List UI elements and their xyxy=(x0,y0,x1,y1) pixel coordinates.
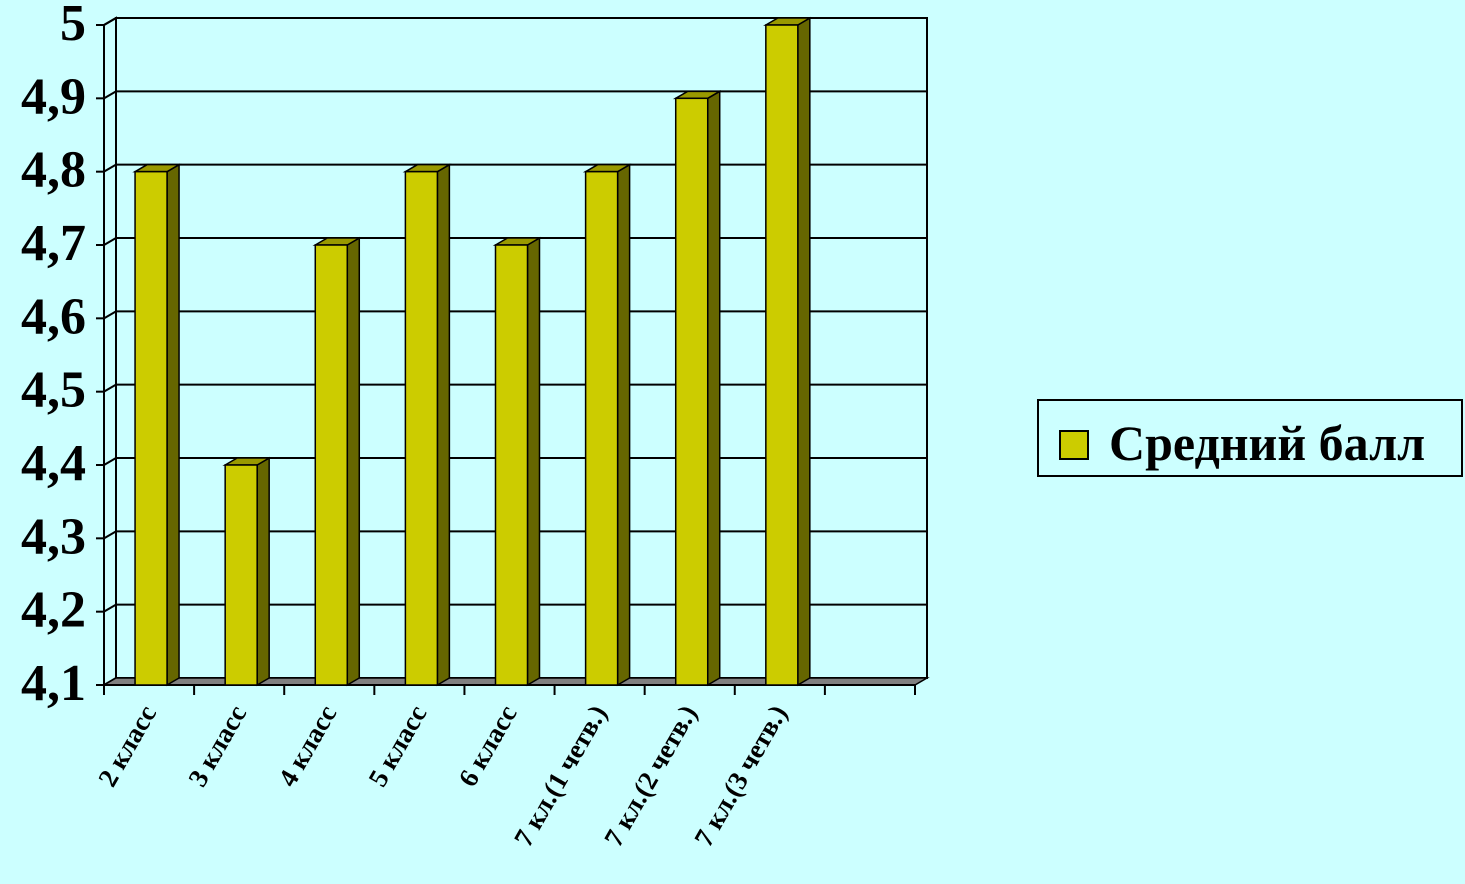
x-tick-label: 6 класс xyxy=(452,700,522,792)
gridline-side xyxy=(103,90,117,100)
y-tick-label: 4,8 xyxy=(21,142,86,199)
bar-side xyxy=(436,163,451,687)
bar xyxy=(674,97,709,686)
gridline-side xyxy=(103,310,117,320)
y-tick-label: 4,6 xyxy=(21,288,86,345)
bar xyxy=(584,170,619,686)
plot-side-wall xyxy=(103,16,117,687)
y-tick-label: 5 xyxy=(60,0,86,52)
x-tick-label: 7 кл.(2 четв.) xyxy=(598,700,703,852)
bar-side xyxy=(346,236,361,687)
bar-side xyxy=(526,236,541,687)
bar xyxy=(494,244,529,686)
gridline-side xyxy=(103,530,117,540)
y-tick-label: 4,4 xyxy=(21,435,86,492)
bar xyxy=(404,170,439,686)
y-tick-label: 4,9 xyxy=(21,68,86,125)
x-tick-label: 4 класс xyxy=(272,700,342,792)
gridline-side xyxy=(103,237,117,246)
bar-side xyxy=(797,16,811,687)
gridline-side xyxy=(103,17,117,26)
legend-label: Средний балл xyxy=(1109,415,1426,471)
y-tick-label: 4,7 xyxy=(21,215,86,272)
y-tick-label: 4,1 xyxy=(21,655,86,712)
y-tick-label: 4,3 xyxy=(21,508,86,565)
bar xyxy=(314,244,349,686)
x-tick-label: 3 класс xyxy=(182,700,252,792)
bar xyxy=(134,170,168,686)
bar xyxy=(765,24,799,686)
x-tick-label: 7 кл.(1 четв.) xyxy=(508,700,613,852)
gridline-side xyxy=(103,383,117,393)
x-tick-label: 7 кл.(3 четв.) xyxy=(688,700,793,852)
y-tick-label: 4,5 xyxy=(21,362,86,419)
x-tick-label: 5 класс xyxy=(362,700,432,792)
bar-side xyxy=(706,90,721,687)
bar xyxy=(224,464,258,686)
bar-side xyxy=(616,163,631,687)
x-tick-label: 2 класс xyxy=(92,700,162,792)
gridline-side xyxy=(103,457,117,466)
bar-side xyxy=(166,163,180,687)
bar-side xyxy=(256,456,270,687)
chart-legend: Средний балл xyxy=(1037,399,1463,477)
gridline-side xyxy=(103,163,117,173)
legend-swatch xyxy=(1059,430,1089,460)
gridline-side xyxy=(103,603,117,613)
y-tick-label: 4,2 xyxy=(21,582,86,639)
